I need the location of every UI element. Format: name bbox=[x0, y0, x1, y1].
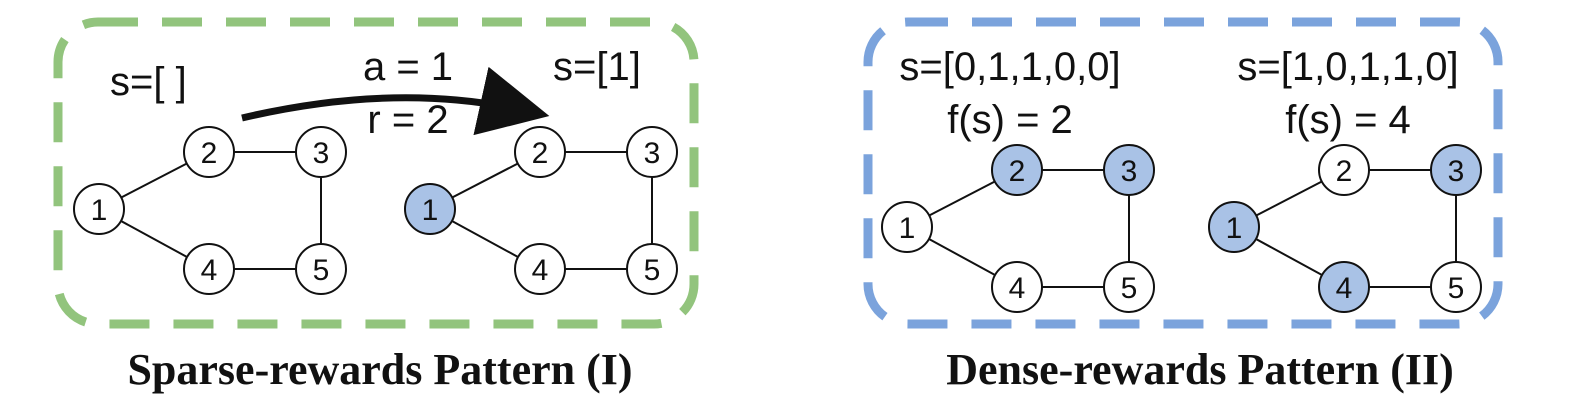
graph-sparse-after: 1 2 3 4 5 bbox=[404, 126, 678, 295]
sparse-after-node-1 bbox=[404, 183, 456, 235]
sparse-after-node-3-label: 3 bbox=[644, 137, 661, 170]
graph-dense-b: 1 2 3 4 5 bbox=[1208, 144, 1482, 313]
dense-a-node-4 bbox=[991, 261, 1043, 313]
sparse-state-before: s=[ ] bbox=[110, 60, 187, 104]
sparse-after-node-5-label: 5 bbox=[644, 254, 661, 287]
sparse-before-node-1-label: 1 bbox=[91, 194, 108, 227]
sparse-state-after: s=[1] bbox=[553, 45, 641, 89]
sparse-action-label: a = 1 bbox=[363, 45, 453, 89]
dense-b-node-1 bbox=[1208, 201, 1260, 253]
dense-graph-a-state: s=[0,1,1,0,0] bbox=[899, 45, 1120, 89]
sparse-reward-label: r = 2 bbox=[367, 98, 448, 142]
sparse-before-node-4 bbox=[183, 243, 235, 295]
sparse-before-node-3-label: 3 bbox=[313, 137, 330, 170]
sparse-after-node-1-label: 1 bbox=[422, 194, 439, 227]
dense-a-node-3 bbox=[1103, 144, 1155, 196]
sparse-before-node-5-label: 5 bbox=[313, 254, 330, 287]
dense-b-node-4-label: 4 bbox=[1336, 272, 1353, 305]
sparse-before-node-1 bbox=[73, 183, 125, 235]
dense-a-node-2-label: 2 bbox=[1009, 155, 1026, 188]
dense-b-node-1-label: 1 bbox=[1226, 212, 1243, 245]
dense-b-node-3 bbox=[1430, 144, 1482, 196]
sparse-after-node-5 bbox=[626, 243, 678, 295]
dense-b-node-4 bbox=[1318, 261, 1370, 313]
dense-caption: Dense-rewards Pattern (II) bbox=[946, 345, 1454, 394]
sparse-before-node-3 bbox=[295, 126, 347, 178]
sparse-after-node-4-label: 4 bbox=[532, 254, 549, 287]
dense-a-node-1-label: 1 bbox=[899, 212, 916, 245]
dense-a-node-5-label: 5 bbox=[1121, 272, 1138, 305]
dense-panel-border bbox=[863, 17, 1503, 329]
sparse-after-node-2-label: 2 bbox=[532, 137, 549, 170]
dense-b-node-2-label: 2 bbox=[1336, 155, 1353, 188]
sparse-after-node-3 bbox=[626, 126, 678, 178]
dense-graph-b-score: f(s) = 4 bbox=[1285, 98, 1411, 142]
dense-a-node-5 bbox=[1103, 261, 1155, 313]
dense-a-node-3-label: 3 bbox=[1121, 155, 1138, 188]
dense-a-node-2 bbox=[991, 144, 1043, 196]
dense-b-node-5 bbox=[1430, 261, 1482, 313]
graph-dense-a: 1 2 3 4 5 bbox=[881, 144, 1155, 313]
dense-b-node-2 bbox=[1318, 144, 1370, 196]
dense-panel: s=[0,1,1,0,0] f(s) = 2 s=[1,0,1,1,0] f(s… bbox=[863, 17, 1503, 394]
sparse-caption: Sparse-rewards Pattern (I) bbox=[127, 345, 632, 394]
sparse-before-node-2-label: 2 bbox=[201, 137, 218, 170]
dense-graph-b-state: s=[1,0,1,1,0] bbox=[1237, 45, 1458, 89]
dense-a-node-1 bbox=[881, 201, 933, 253]
sparse-before-node-5 bbox=[295, 243, 347, 295]
graph-sparse-before: 1 2 3 4 5 bbox=[73, 126, 347, 295]
sparse-after-node-2 bbox=[514, 126, 566, 178]
dense-b-node-3-label: 3 bbox=[1448, 155, 1465, 188]
dense-graph-a-score: f(s) = 2 bbox=[947, 98, 1073, 142]
dense-b-node-5-label: 5 bbox=[1448, 272, 1465, 305]
sparse-before-node-4-label: 4 bbox=[201, 254, 218, 287]
dense-a-node-4-label: 4 bbox=[1009, 272, 1026, 305]
sparse-before-node-2 bbox=[183, 126, 235, 178]
sparse-after-node-4 bbox=[514, 243, 566, 295]
sparse-panel-border bbox=[53, 17, 699, 329]
action-arrow bbox=[241, 66, 550, 136]
sparse-panel: s=[ ] a = 1 r = 2 s=[1] 1 2 3 4 5 1 2 3 4 5 Spar… bbox=[53, 17, 699, 394]
